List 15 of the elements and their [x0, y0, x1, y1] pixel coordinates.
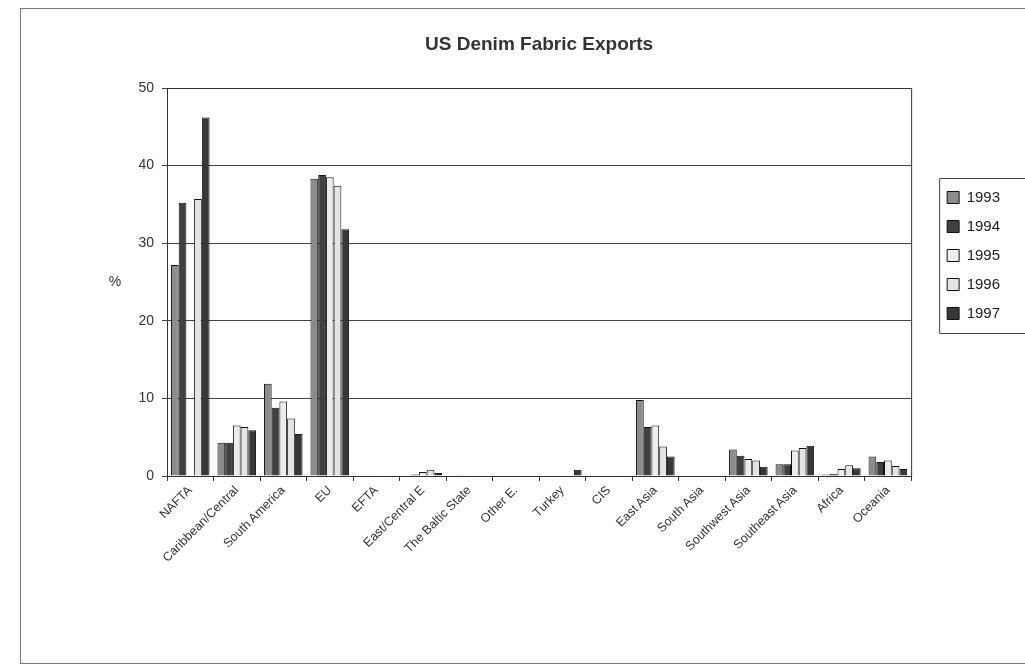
y-axis-title: % [108, 272, 122, 289]
legend-label: 1996 [966, 274, 1001, 292]
legend-label: 1993 [966, 187, 1001, 205]
x-tick-label: EU [312, 482, 335, 506]
y-tick-label: 0 [146, 466, 155, 483]
legend-label: 1994 [966, 216, 1001, 234]
y-tick-label: 40 [138, 156, 155, 173]
y-tick-label: 30 [138, 234, 155, 251]
legend-label: 1997 [966, 303, 1001, 321]
chart-title: US Denim Fabric Exports [425, 33, 654, 55]
legend-label: 1995 [966, 245, 1001, 263]
x-tick-label: CIS [588, 482, 614, 508]
y-tick-label: 20 [138, 311, 155, 328]
y-tick-label: 50 [138, 78, 155, 95]
y-tick-label: 10 [138, 389, 155, 406]
